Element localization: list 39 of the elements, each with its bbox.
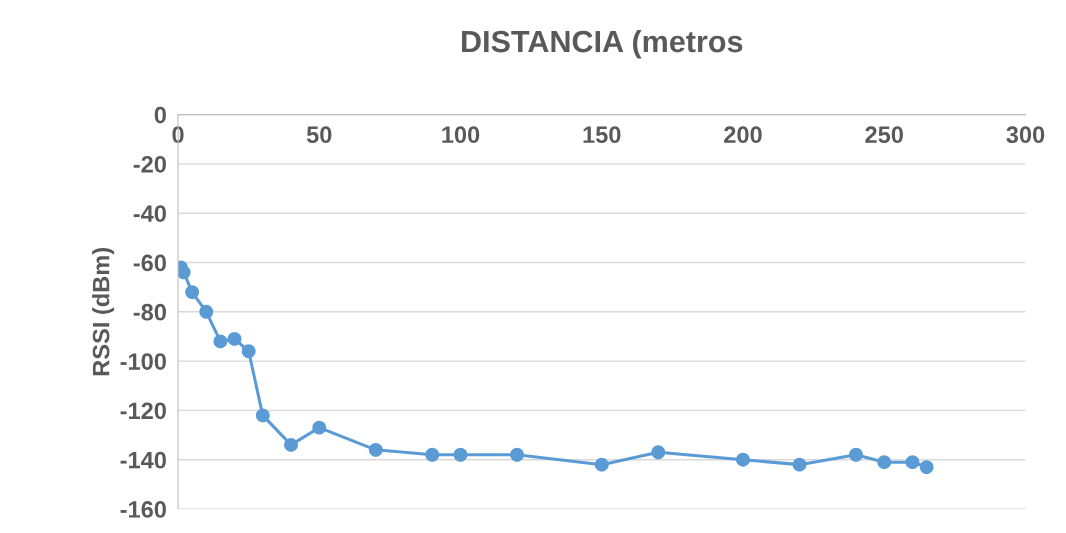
x-tick-label: 0 bbox=[172, 126, 184, 144]
point bbox=[510, 447, 524, 462]
chart-title: DISTANCIA (metros bbox=[462, 29, 743, 59]
x-tick-label: 300 bbox=[1006, 126, 1045, 144]
point bbox=[312, 420, 327, 435]
point bbox=[736, 452, 750, 467]
point bbox=[792, 457, 807, 472]
y-tick-label: -100 bbox=[120, 353, 166, 370]
point bbox=[425, 447, 440, 462]
y-tick-label: -80 bbox=[133, 303, 166, 321]
point bbox=[849, 447, 863, 462]
x-tick-label: 150 bbox=[583, 126, 621, 144]
point bbox=[594, 457, 609, 472]
point bbox=[227, 331, 242, 346]
point bbox=[368, 442, 383, 457]
point bbox=[185, 285, 200, 300]
point bbox=[284, 437, 298, 452]
point bbox=[199, 304, 214, 319]
y-tick-label: -120 bbox=[120, 402, 166, 420]
x-tick-label: 250 bbox=[865, 126, 903, 144]
point bbox=[213, 334, 228, 349]
y-tick-label: -20 bbox=[133, 155, 166, 173]
point bbox=[241, 344, 256, 359]
point bbox=[877, 455, 892, 470]
point bbox=[905, 455, 920, 470]
x-tick-label: 200 bbox=[724, 126, 762, 144]
point bbox=[255, 408, 270, 423]
point bbox=[919, 460, 934, 475]
x-tick-label: 50 bbox=[306, 126, 332, 144]
y-tick-label: -160 bbox=[120, 501, 166, 518]
y-axis-title: RSSI (dBm) bbox=[92, 248, 115, 376]
x-tick-label: 100 bbox=[442, 126, 480, 144]
y-tick-label: -140 bbox=[120, 451, 166, 469]
y-tick-label: -60 bbox=[133, 254, 166, 272]
point bbox=[651, 445, 666, 460]
y-tick-label: -40 bbox=[133, 205, 166, 222]
point bbox=[453, 447, 468, 462]
y-tick-label: 0 bbox=[154, 106, 166, 124]
point bbox=[178, 265, 191, 280]
